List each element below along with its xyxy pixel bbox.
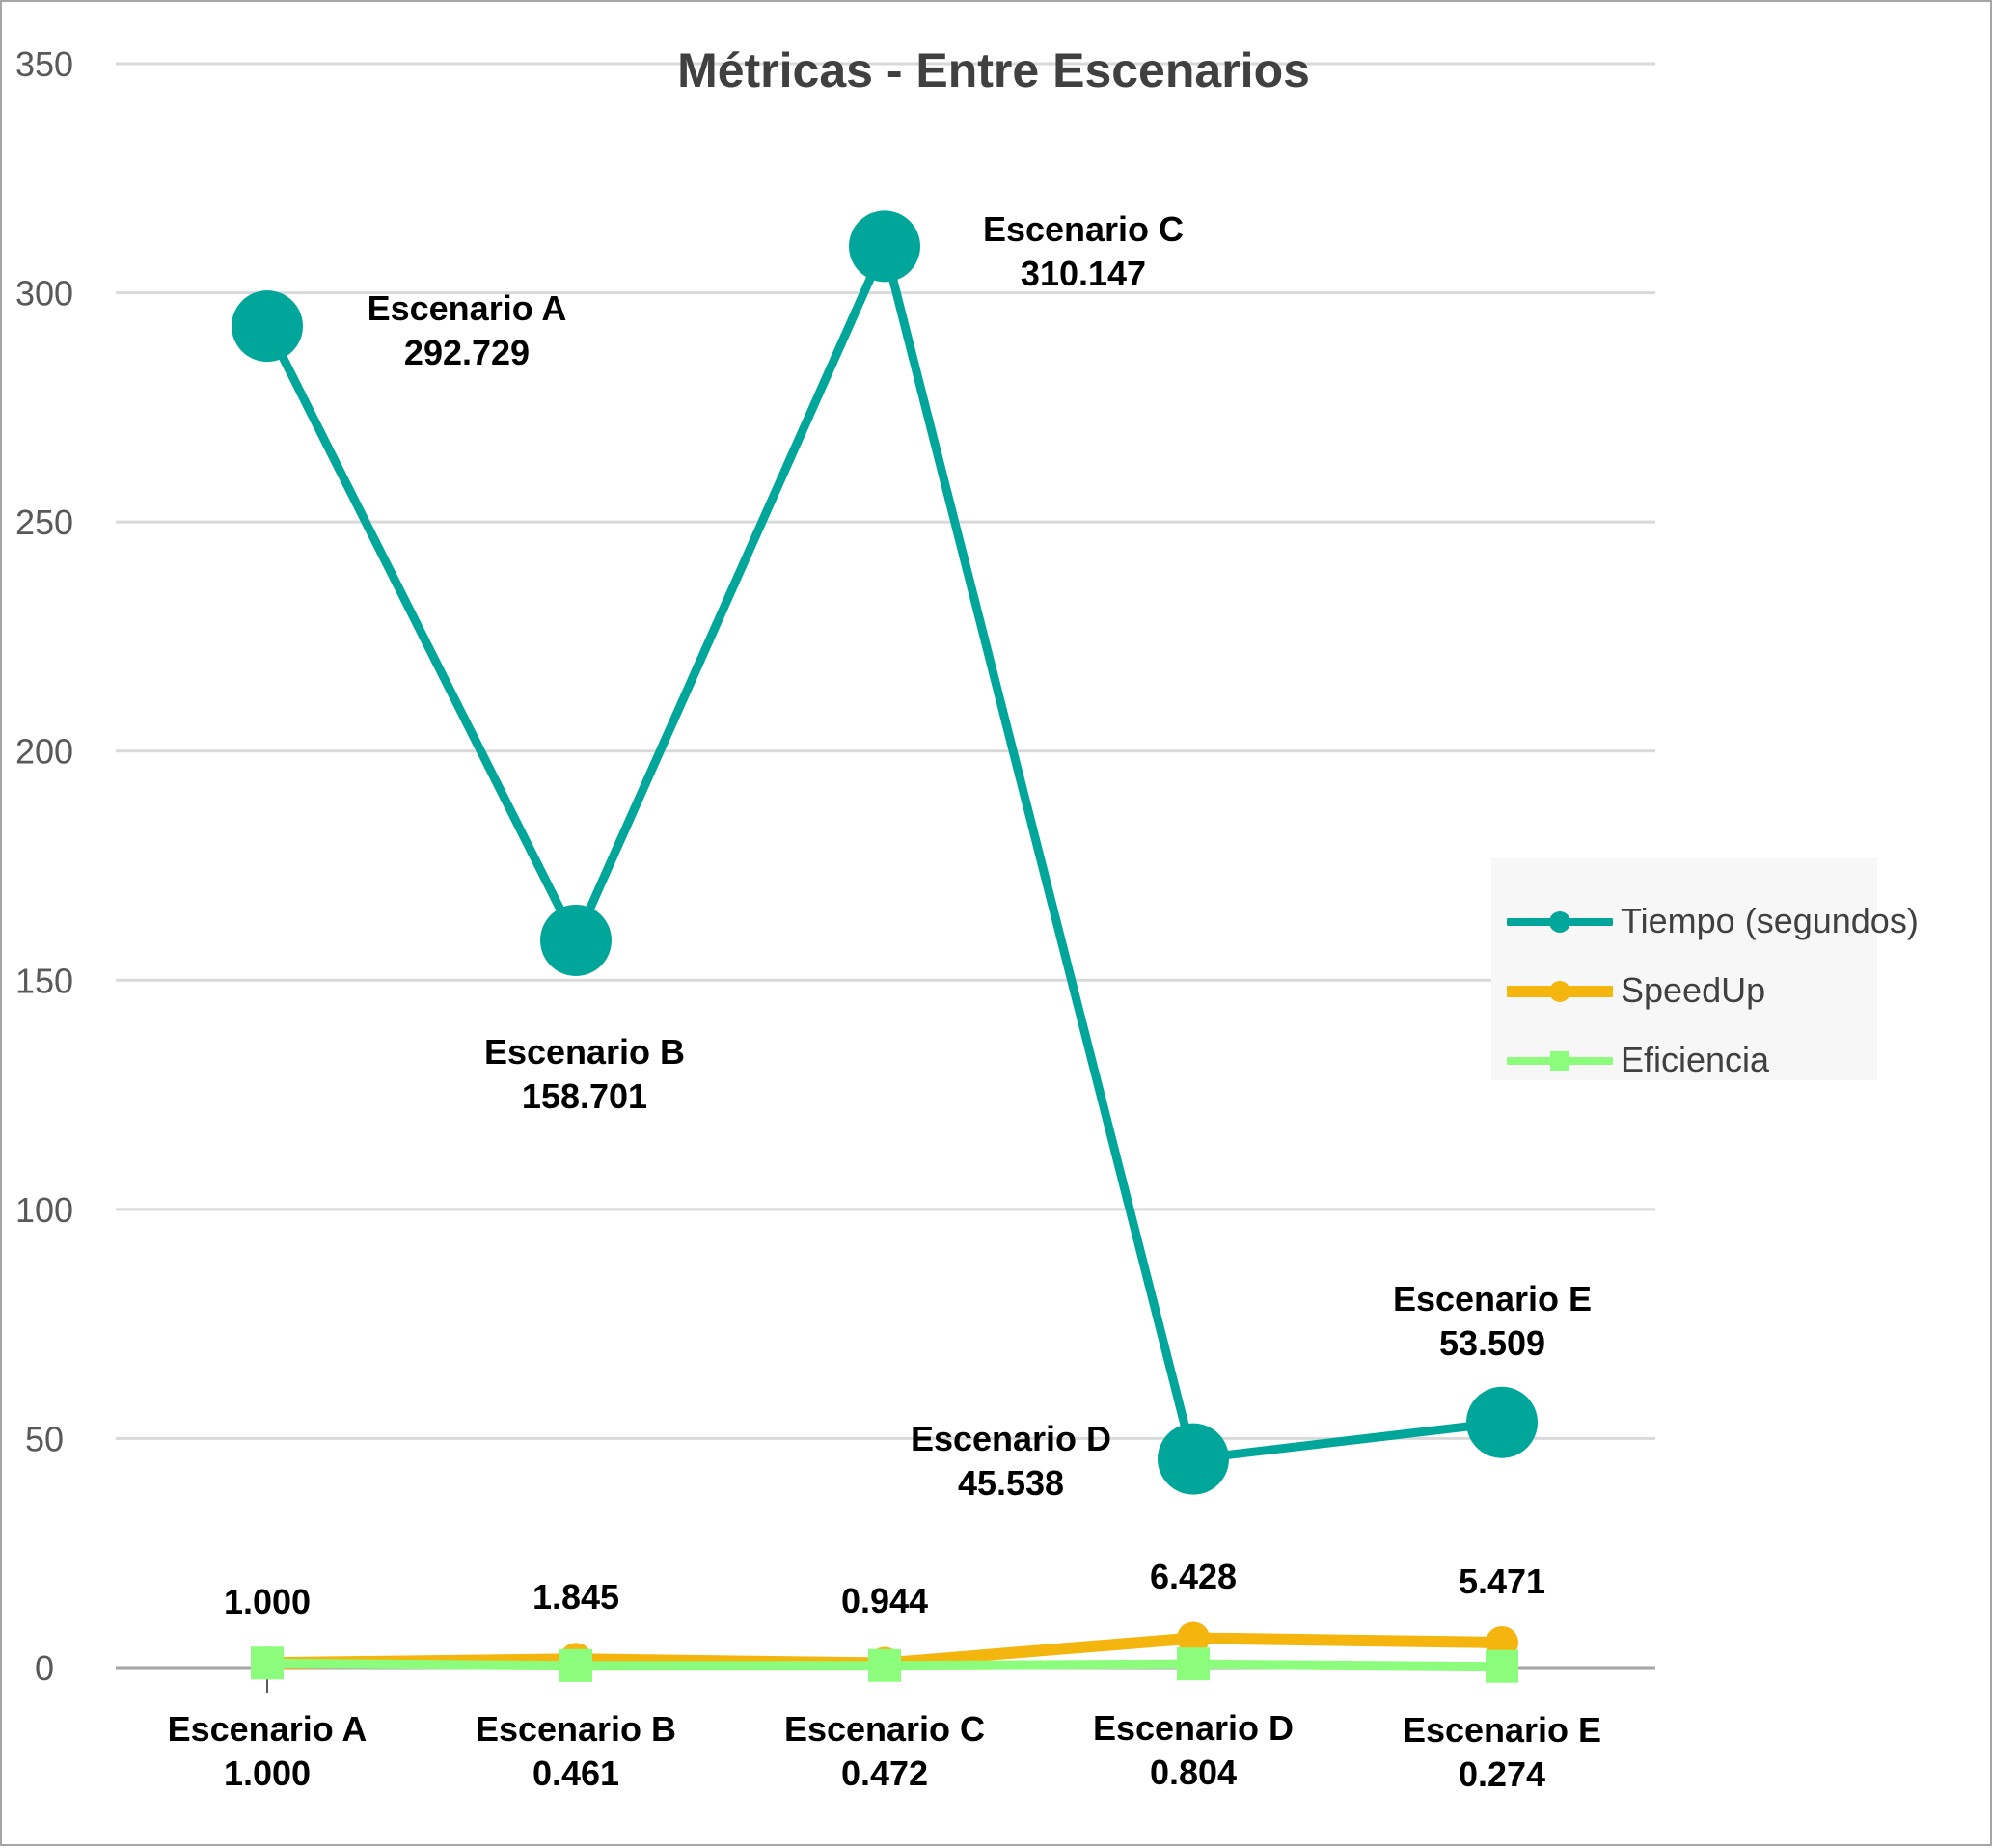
data-label: 1.000 — [224, 1753, 311, 1793]
series-line — [262, 241, 1507, 1464]
data-point — [1177, 1621, 1210, 1655]
y-tick-label: 50 — [25, 1419, 64, 1458]
legend-item-eficiencia[interactable]: Eficiencia — [1507, 1032, 1877, 1090]
data-label: 0.472 — [841, 1753, 928, 1793]
data-point — [1177, 1647, 1210, 1681]
data-label-category: Escenario D — [1093, 1708, 1294, 1748]
data-label: 158.701 — [522, 1076, 647, 1116]
y-tick-label: 350 — [15, 44, 73, 84]
data-point — [1158, 1423, 1229, 1495]
data-label: 6.428 — [1150, 1557, 1237, 1596]
legend-swatch-speedup — [1507, 981, 1613, 1002]
data-label-category: Escenario E — [1393, 1279, 1592, 1318]
data-point — [868, 1648, 901, 1682]
gridlines — [116, 62, 1655, 1693]
legend-swatch-eficiencia — [1507, 1051, 1613, 1071]
data-point — [559, 1648, 592, 1682]
legend-label-eficiencia: Eficiencia — [1621, 1040, 1770, 1079]
data-label-category: Escenario B — [484, 1032, 685, 1072]
y-tick-label: 300 — [15, 274, 73, 313]
series — [232, 210, 1538, 1683]
data-label: 45.538 — [958, 1463, 1064, 1503]
legend-item-speedup[interactable]: SpeedUp — [1507, 963, 1877, 1020]
data-label: 0.944 — [841, 1581, 928, 1620]
data-point — [1466, 1386, 1538, 1458]
data-label-category: Escenario C — [784, 1709, 985, 1749]
y-tick-label: 150 — [15, 961, 73, 1000]
legend-swatch-tiempo — [1507, 911, 1613, 933]
data-label-category: Escenario A — [368, 288, 567, 328]
data-point — [232, 290, 303, 363]
y-tick-label: 200 — [15, 732, 73, 772]
data-label-category: Escenario D — [911, 1419, 1111, 1458]
data-label: 0.461 — [532, 1753, 619, 1793]
data-point — [1486, 1649, 1518, 1683]
chart-title: Métricas - Entre Escenarios — [677, 43, 1310, 97]
data-label-category: Escenario A — [168, 1709, 368, 1749]
data-label: 5.471 — [1459, 1562, 1545, 1601]
legend-label-tiempo: Tiempo (segundos) — [1621, 901, 1919, 940]
legend-item-tiempo[interactable]: Tiempo (segundos) — [1507, 893, 1919, 951]
data-label: 1.845 — [532, 1577, 619, 1617]
data-label: 0.274 — [1459, 1754, 1545, 1794]
data-point — [251, 1646, 284, 1680]
y-tick-label: 0 — [35, 1648, 54, 1688]
data-label-category: Escenario C — [983, 209, 1184, 249]
legend: Tiempo (segundos) SpeedUp Eficiencia — [1491, 858, 1919, 1080]
data-label: 1.000 — [224, 1582, 311, 1621]
data-label: 0.804 — [1150, 1753, 1237, 1792]
data-point — [849, 210, 920, 283]
data-point — [540, 904, 612, 976]
y-axis-ticks: 0 50 100 150 200 250 300 350 — [15, 44, 73, 1688]
legend-label-speedup: SpeedUp — [1621, 970, 1766, 1010]
data-label: 292.729 — [404, 333, 530, 372]
data-label: 310.147 — [1021, 254, 1146, 293]
y-tick-label: 100 — [15, 1190, 73, 1230]
y-tick-label: 250 — [15, 503, 73, 542]
data-label-category: Escenario E — [1403, 1710, 1601, 1750]
data-label: 53.509 — [1439, 1323, 1545, 1363]
data-label-category: Escenario B — [476, 1709, 676, 1749]
